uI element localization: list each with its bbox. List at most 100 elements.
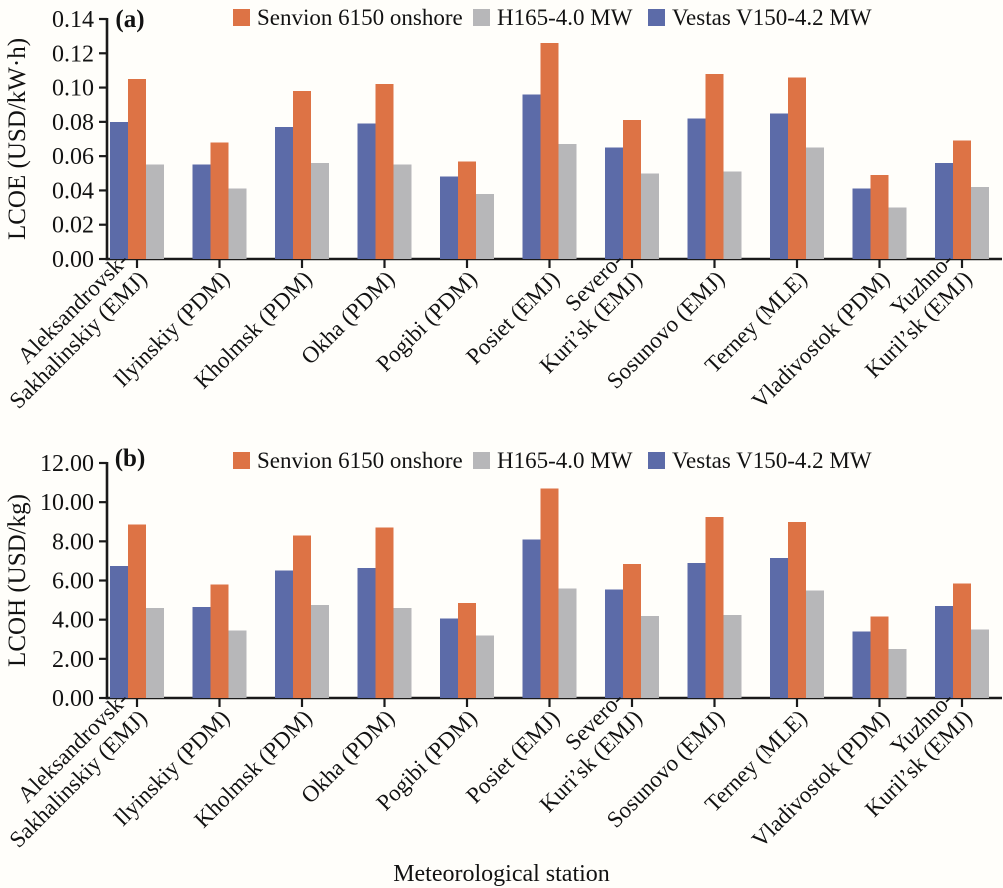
- bar-vestas-v150-4-2-mw: [440, 176, 458, 259]
- y-tick-label: 0.14: [52, 7, 94, 33]
- bar-h165-4-0-mw: [641, 173, 659, 259]
- bar-vestas-v150-4-2-mw: [110, 121, 128, 259]
- bar-vestas-v150-4-2-mw: [770, 557, 788, 698]
- bar-senvion-6150-onshore: [705, 73, 724, 259]
- bar-h165-4-0-mw: [723, 614, 742, 698]
- bar-senvion-6150-onshore: [953, 583, 971, 698]
- bar-senvion-6150-onshore: [623, 563, 641, 698]
- y-tick-label: 0.10: [52, 76, 94, 102]
- legend-swatch-vestas-v150-4-2-mw: [648, 452, 665, 469]
- y-tick-label: 0.00: [52, 247, 94, 273]
- bar-vestas-v150-4-2-mw: [605, 589, 623, 698]
- bar-senvion-6150-onshore: [705, 516, 724, 698]
- bar-vestas-v150-4-2-mw: [935, 163, 953, 259]
- y-tick-label: 2.00: [52, 647, 94, 673]
- legend-label-h165-4-0-mw: H165-4.0 MW: [497, 5, 633, 30]
- legend-swatch-senvion-6150-onshore: [233, 452, 250, 469]
- bar-h165-4-0-mw: [971, 187, 989, 259]
- y-tick-label: 8.00: [52, 529, 94, 555]
- bar-senvion-6150-onshore: [375, 84, 394, 260]
- bar-h165-4-0-mw: [641, 615, 659, 698]
- y-tick-label: 0.06: [52, 144, 94, 170]
- bar-vestas-v150-4-2-mw: [522, 539, 541, 698]
- bar-vestas-v150-4-2-mw: [357, 123, 376, 259]
- bar-h165-4-0-mw: [888, 207, 907, 259]
- y-tick-label: 6.00: [52, 569, 94, 595]
- bar-vestas-v150-4-2-mw: [522, 94, 541, 259]
- bar-h165-4-0-mw: [311, 163, 329, 259]
- bar-senvion-6150-onshore: [128, 79, 146, 259]
- bar-senvion-6150-onshore: [953, 140, 971, 259]
- bar-senvion-6150-onshore: [293, 535, 311, 698]
- bar-senvion-6150-onshore: [458, 603, 476, 698]
- bar-senvion-6150-onshore: [540, 43, 559, 259]
- chart-panel-a: 0.00 0.02 0.04 0.06 0.08 0.10 0.12 0.14 LCOE (US…: [4, 5, 1002, 413]
- bar-vestas-v150-4-2-mw: [275, 127, 293, 259]
- legend-label-vestas-v150-4-2-mw: Vestas V150-4.2 MW: [672, 5, 872, 30]
- y-tick-label: 4.00: [52, 608, 94, 634]
- y-tick-label: 0.02: [52, 213, 94, 239]
- bar-h165-4-0-mw: [311, 604, 329, 698]
- legend-swatch-h165-4-0-mw: [473, 452, 490, 469]
- panel-letter: (b): [115, 445, 146, 472]
- bar-h165-4-0-mw: [888, 649, 907, 698]
- panel-letter: (a): [115, 6, 144, 33]
- legend-swatch-senvion-6150-onshore: [233, 9, 250, 26]
- legend-label-senvion-6150-onshore: Senvion 6150 onshore: [257, 5, 463, 30]
- bar-senvion-6150-onshore: [128, 524, 146, 698]
- bar-vestas-v150-4-2-mw: [275, 570, 293, 698]
- bar-senvion-6150-onshore: [293, 91, 311, 259]
- y-tick-label: 0.12: [52, 41, 94, 67]
- bar-vestas-v150-4-2-mw: [192, 606, 211, 698]
- bar-h165-4-0-mw: [558, 144, 577, 259]
- bar-vestas-v150-4-2-mw: [605, 147, 623, 259]
- bar-vestas-v150-4-2-mw: [770, 113, 788, 260]
- bar-h165-4-0-mw: [146, 607, 164, 698]
- bar-vestas-v150-4-2-mw: [935, 605, 953, 698]
- bar-vestas-v150-4-2-mw: [852, 631, 871, 698]
- x-category-label: Vladivostok (PDM): [747, 705, 894, 852]
- bar-vestas-v150-4-2-mw: [357, 567, 376, 698]
- bar-senvion-6150-onshore: [375, 527, 394, 698]
- bar-vestas-v150-4-2-mw: [687, 562, 706, 698]
- bar-h165-4-0-mw: [228, 630, 247, 698]
- legend-swatch-vestas-v150-4-2-mw: [648, 9, 665, 26]
- bar-h165-4-0-mw: [723, 171, 742, 259]
- legend-label-vestas-v150-4-2-mw: Vestas V150-4.2 MW: [672, 448, 872, 473]
- bar-h165-4-0-mw: [393, 164, 412, 259]
- y-tick-label: 10.00: [40, 490, 94, 516]
- bar-h165-4-0-mw: [476, 193, 494, 259]
- y-tick-label: 0.00: [52, 686, 94, 712]
- bar-senvion-6150-onshore: [788, 77, 806, 260]
- y-tick-label: 12.00: [40, 451, 94, 477]
- bar-h165-4-0-mw: [393, 607, 412, 698]
- chart-panel-b: 0.00 2.00 4.00 6.00 8.00 10.00 12.00 LCOH (USD/…: [4, 445, 1002, 852]
- y-axis-label: LCOH (USD/kg): [4, 494, 31, 667]
- bar-senvion-6150-onshore: [210, 142, 229, 259]
- x-category-label: Vladivostok (PDM): [747, 266, 894, 413]
- bar-vestas-v150-4-2-mw: [110, 565, 128, 698]
- legend-label-h165-4-0-mw: H165-4.0 MW: [497, 448, 633, 473]
- bar-h165-4-0-mw: [476, 635, 494, 698]
- legend-swatch-h165-4-0-mw: [473, 9, 490, 26]
- bar-h165-4-0-mw: [806, 147, 824, 259]
- y-axis-label: LCOE (USD/kW·h): [4, 38, 31, 240]
- bar-senvion-6150-onshore: [458, 161, 476, 259]
- bar-senvion-6150-onshore: [870, 616, 889, 698]
- bar-h165-4-0-mw: [558, 588, 577, 698]
- bar-senvion-6150-onshore: [870, 175, 889, 259]
- bar-vestas-v150-4-2-mw: [440, 618, 458, 698]
- bar-senvion-6150-onshore: [788, 521, 806, 698]
- bar-h165-4-0-mw: [146, 164, 164, 259]
- bar-senvion-6150-onshore: [540, 488, 559, 698]
- legend-label-senvion-6150-onshore: Senvion 6150 onshore: [257, 448, 463, 473]
- y-tick-label: 0.08: [52, 110, 94, 136]
- bar-vestas-v150-4-2-mw: [852, 188, 871, 259]
- bar-vestas-v150-4-2-mw: [192, 164, 211, 259]
- bar-vestas-v150-4-2-mw: [687, 118, 706, 259]
- y-tick-label: 0.04: [52, 178, 94, 204]
- bar-h165-4-0-mw: [228, 188, 247, 259]
- bar-h165-4-0-mw: [971, 629, 989, 698]
- bar-senvion-6150-onshore: [210, 584, 229, 698]
